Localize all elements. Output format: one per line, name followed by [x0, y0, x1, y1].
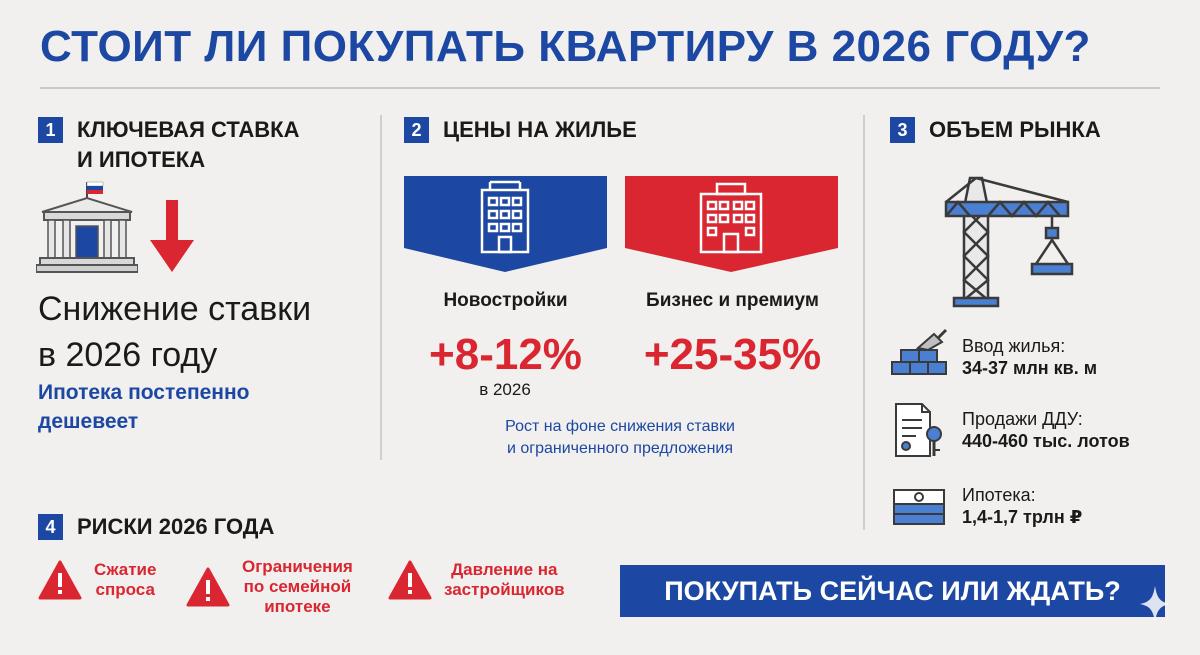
section4-title: РИСКИ 2026 ГОДА — [77, 514, 275, 539]
year-label: в 2026 — [479, 380, 531, 399]
buy-now-or-wait-banner: ПОКУПАТЬ СЕЙЧАС ИЛИ ЖДАТЬ? — [620, 565, 1165, 617]
premium-building-icon — [699, 182, 763, 254]
warning-icon — [186, 567, 230, 607]
risk-text-demand: Сжатие спроса — [94, 560, 156, 600]
risk2-line2: по семейной — [243, 577, 352, 596]
risk-item-demand: Сжатие спроса — [38, 560, 156, 600]
section2-header: 2 ЦЕНЫ НА ЖИЛЬЕ — [404, 115, 637, 145]
section1-number: 1 — [38, 117, 63, 143]
section1-title-line2: И ИПОТЕКА — [77, 147, 206, 172]
section3-title: ОБЪЕМ РЫНКА — [929, 117, 1101, 142]
risk3-line1: Давление на — [451, 560, 558, 579]
page-title: СТОИТ ЛИ ПОКУПАТЬ КВАРТИРУ В 2026 ГОДУ? — [40, 22, 1091, 71]
new-builds-label: Новостройки — [443, 290, 568, 311]
risk3-line2: застройщиков — [444, 580, 565, 599]
mortgage-subtitle: Ипотека постепенно дешевеет — [38, 378, 338, 436]
mortgage-stat: Ипотека: 1,4-1,7 трлн ₽ — [962, 484, 1082, 528]
risk2-line3: ипотеке — [264, 597, 331, 616]
divider-2 — [863, 115, 865, 530]
housing-input-value: 34-37 млн кв. м — [962, 358, 1098, 378]
construction-crane-icon — [944, 176, 1074, 308]
divider-1 — [380, 115, 382, 460]
new-builds-banner — [404, 176, 607, 272]
section3-number: 3 — [890, 117, 915, 143]
section3-header: 3 ОБЪЕМ РЫНКА — [890, 115, 1101, 145]
new-builds-change: +8-12% — [429, 330, 582, 379]
ddu-sales-stat: Продажи ДДУ: 440-460 тыс. лотов — [962, 408, 1130, 452]
bricks-trowel-icon — [891, 328, 948, 375]
warning-icon — [38, 560, 82, 600]
section4-header: 4 РИСКИ 2026 ГОДА — [38, 512, 274, 542]
risk1-line1: Сжатие — [94, 560, 157, 579]
risk-text-developers: Давление на застройщиков — [444, 560, 565, 600]
note-line2: и ограниченного предложения — [506, 440, 734, 457]
ddu-sales-value: 440-460 тыс. лотов — [962, 431, 1130, 451]
section2-title: ЦЕНЫ НА ЖИЛЬЕ — [443, 117, 637, 142]
risk-item-developers: Давление на застройщиков — [388, 560, 565, 600]
note-line1: Рост на фоне снижения ставки — [505, 418, 735, 435]
title-divider — [40, 87, 1160, 89]
premium-change: +25-35% — [643, 330, 822, 379]
section2-number: 2 — [404, 117, 429, 143]
section1-title-line1: КЛЮЧЕВАЯ СТАВКА — [77, 117, 300, 142]
risk-item-family-mortgage: Ограничения по семейной ипотеке — [186, 557, 353, 617]
housing-input-stat: Ввод жилья: 34-37 млн кв. м — [962, 335, 1097, 379]
headline-line2: в 2026 году — [38, 336, 218, 374]
headline-line1: Снижение ставки — [38, 290, 312, 328]
subtitle-line2: дешевеет — [38, 410, 139, 433]
risk-text-family-mortgage: Ограничения по семейной ипотеке — [242, 557, 353, 617]
price-note: Рост на фоне снижения ставки и ограничен… — [410, 416, 830, 460]
arrow-down-icon — [150, 200, 194, 272]
central-bank-building-icon — [36, 181, 138, 273]
mortgage-label: Ипотека: — [962, 485, 1036, 505]
ddu-sales-label: Продажи ДДУ: — [962, 409, 1083, 429]
risk2-line1: Ограничения — [242, 557, 353, 576]
money-stack-icon — [893, 489, 945, 525]
sparkle-watermark-icon — [1140, 586, 1170, 622]
premium-label: Бизнес и премиум — [646, 290, 819, 311]
section1-title: КЛЮЧЕВАЯ СТАВКА И ИПОТЕКА — [77, 115, 299, 175]
premium-banner — [625, 176, 838, 272]
subtitle-line1: Ипотека постепенно — [38, 381, 250, 404]
housing-input-label: Ввод жилья: — [962, 336, 1066, 356]
contract-keys-icon — [895, 403, 942, 457]
mortgage-value: 1,4-1,7 трлн ₽ — [962, 507, 1083, 527]
section1-header: 1 КЛЮЧЕВАЯ СТАВКА И ИПОТЕКА — [38, 115, 299, 175]
section4-number: 4 — [38, 514, 63, 540]
rate-decrease-headline: Снижение ставки в 2026 году — [38, 286, 368, 378]
risk1-line2: спроса — [95, 580, 155, 599]
apartment-building-icon — [480, 180, 530, 254]
warning-icon — [388, 560, 432, 600]
